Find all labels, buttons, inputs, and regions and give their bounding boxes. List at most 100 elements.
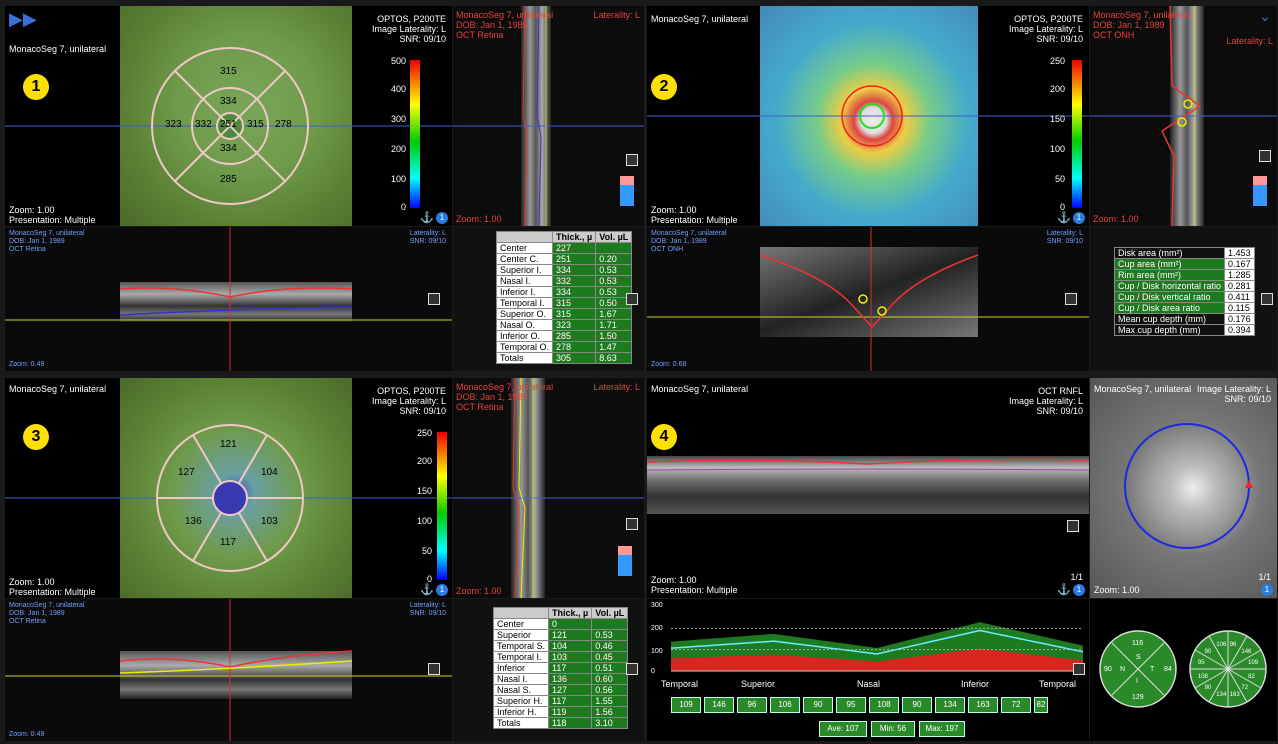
metric-value: 0.167 [1224,258,1255,270]
figure-icon [1253,176,1267,206]
export-icon[interactable] [1073,663,1085,675]
device-label: OPTOS, P200TE [377,14,446,24]
anchor-icon[interactable]: ⚓ [420,212,434,224]
rnfl-image [647,456,1089,514]
clock-sector-value: 134 [1216,692,1227,699]
table-cell: 1.47 [595,341,633,353]
layer-badge[interactable]: 1 [436,212,448,224]
export-icon[interactable] [626,518,638,530]
clock-hour-pill: 108 [869,697,899,713]
onh-overlay [647,60,1089,208]
y-tick: 100 [651,648,663,655]
export-icon[interactable] [1261,293,1273,305]
zoom-label: Zoom: 1.00 [456,214,502,224]
sector-superior-temporal: 104 [261,467,278,478]
table-row: Nasal S. 127 0.56 [492,684,629,696]
layer-badge[interactable]: 1 [1073,584,1085,596]
table-cell: 119 [548,706,593,718]
metric-value: 1.285 [1224,269,1255,281]
table-row: Nasal I. 332 0.53 [495,275,633,287]
grid-center: 251 [220,119,237,130]
y-tick: 300 [651,602,663,609]
table-cell [595,242,633,254]
export-icon[interactable] [626,154,638,166]
scale-tick: 100 [416,516,432,526]
sector-label: Temporal [1039,679,1077,689]
zoom-label: Zoom: 1.00 [9,577,55,587]
table-cell: 0.53 [591,629,629,641]
table-cell: Superior H. [492,695,550,707]
export-icon[interactable] [626,293,638,305]
panel-3-fundus[interactable]: 3 MonacoSeg 7, unilateral OPTOS, P200TE … [5,378,452,598]
table-cell: 136 [548,673,593,685]
panel-2-bscan-vertical[interactable]: MonacoSeg 7, unilateral DOB: Jan 1, 1989… [1090,6,1277,226]
forward-icon[interactable]: ▶▶ [9,9,37,29]
patient-name: MonacoSeg 7, unilateral [9,44,107,54]
table-row: Disk area (mm²) 1.453 [1113,247,1255,259]
export-icon[interactable] [1065,293,1077,305]
anchor-icon[interactable]: ⚓ [1057,212,1071,224]
export-icon[interactable] [428,663,440,675]
rnfl-lines [647,458,1089,471]
table-cell: Totals [495,352,554,364]
layer-badge[interactable]: 1 [1261,584,1273,596]
anchor-icon[interactable]: ⚓ [420,584,434,596]
panel-2-fundus[interactable]: 2 MonacoSeg 7, unilateral OPTOS, P200TE … [647,6,1089,226]
panel-3-bscan-vertical[interactable]: MonacoSeg 7, unilateral DOB: Jan 1, 1989… [453,378,644,598]
chevron-down-icon[interactable]: ⌄ [1259,8,1271,24]
device-label: OPTOS, P200TE [1014,14,1083,24]
table-row: Inferior H. 119 1.56 [492,706,629,718]
quad-label-s: S [1136,654,1141,661]
panel-4-sector-diagrams: 116 90 84 129 S N T I 96 146 109 82 72 163 134… [1090,599,1277,741]
panel-4-rnfl-chart[interactable]: 300 200 100 0 Temporal Superior Nasal In… [647,599,1089,741]
patient-name: MonacoSeg 7, unilateral [651,384,749,394]
layer-badge[interactable]: 1 [1073,212,1085,224]
panel-3-bscan-horizontal[interactable]: MonacoSeg 7, unilateral DOB: Jan 1, 1989… [5,599,452,741]
table-row: Superior H. 117 1.55 [492,695,629,707]
panel-4-rnfl-scan[interactable]: 4 MonacoSeg 7, unilateral OCT RNFL Image… [647,378,1089,598]
presentation-label: Presentation: Multiple [651,585,738,595]
table-cell: 315 [552,308,597,320]
panel-number: 3 [23,424,49,450]
clock-sector-value: 109 [1248,660,1259,667]
zoom-label: Zoom: 1.00 [651,575,697,585]
table-header [495,231,554,243]
zoom-label: Zoom: 1.00 [1094,585,1140,595]
panel-1-fundus[interactable]: 1 ▶▶ MonacoSeg 7, unilateral OPTOS, P200… [5,6,452,226]
export-icon[interactable] [626,663,638,675]
table-header: Vol. µL [595,231,633,243]
scale-tick: 0 [400,202,406,212]
y-tick: 200 [651,625,663,632]
export-icon[interactable] [1067,520,1079,532]
table-cell: Nasal O. [495,319,554,331]
snr-label: SNR: 09/10 [409,238,446,245]
figure-icon [620,176,634,206]
snr-label: SNR: 09/10 [1224,394,1271,404]
clock-hour-pill: 134 [935,697,965,713]
quad-temporal-value: 84 [1164,666,1172,673]
export-icon[interactable] [428,293,440,305]
table-row: Center C. 251 0.20 [495,253,633,265]
clock-hour-pill: 163 [968,697,998,713]
export-icon[interactable] [1259,150,1271,162]
clock-hour-pill: 106 [770,697,800,713]
sector-superior: 121 [220,439,237,450]
snr-label: SNR: 09/10 [1046,238,1083,245]
patient-name: MonacoSeg 7, unilateral [9,384,107,394]
table-cell: Center C. [495,253,554,265]
sector-label: Inferior [961,679,990,689]
metric-value: 0.281 [1224,280,1255,292]
table-row: Nasal O. 323 1.71 [495,319,633,331]
panel-2-bscan-horizontal[interactable]: MonacoSeg 7, unilateral DOB: Jan 1, 1989… [647,227,1089,371]
panel-1-bscan-vertical[interactable]: MonacoSeg 7, unilateral DOB: Jan 1, 1989… [453,6,644,226]
zoom-label: Zoom: 1.00 [1093,214,1139,224]
panel-1-bscan-horizontal[interactable]: MonacoSeg 7, unilateral DOB: Jan 1, 1989… [5,227,452,371]
scan-type: OCT Retina [456,402,504,412]
table-row: Cup area (mm²) 0.167 [1113,258,1255,270]
table-row: Cup / Disk vertical ratio 0.411 [1113,291,1255,303]
anchor-icon[interactable]: ⚓ [1057,584,1071,596]
layer-badge[interactable]: 1 [436,584,448,596]
patient-name: MonacoSeg 7, unilateral [9,602,85,609]
panel-4-fundus[interactable]: MonacoSeg 7, unilateral Image Laterality… [1090,378,1277,598]
patient-name: MonacoSeg 7, unilateral [651,14,749,24]
